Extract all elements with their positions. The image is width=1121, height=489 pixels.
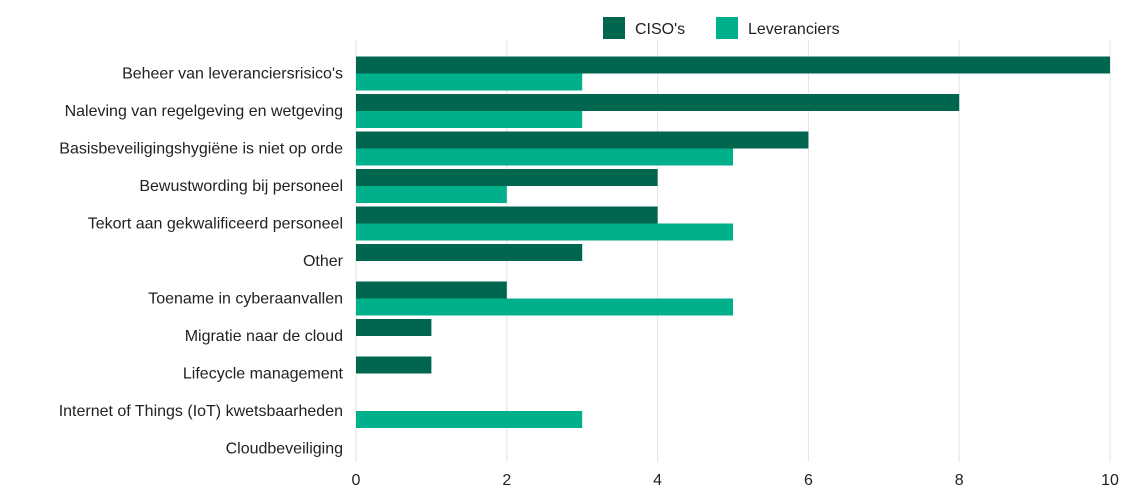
- x-tick-label: 10: [1101, 472, 1119, 489]
- bar-cisos: [356, 94, 960, 111]
- bar-cisos: [356, 131, 809, 149]
- category-label: Cloudbeveiliging: [226, 441, 343, 458]
- bar-leveranciers: [356, 186, 507, 203]
- category-label: Other: [303, 253, 344, 270]
- bar-leveranciers: [356, 148, 733, 166]
- bar-cisos: [356, 244, 583, 261]
- bar-leveranciers: [356, 411, 583, 428]
- bar-leveranciers: [356, 73, 583, 91]
- bar-leveranciers: [356, 298, 733, 316]
- category-label: Naleving van regelgeving en wetgeving: [65, 103, 343, 120]
- category-label: Lifecycle management: [183, 366, 344, 383]
- category-label: Internet of Things (IoT) kwetsbaarheden: [59, 403, 343, 420]
- x-tick-label: 4: [653, 472, 662, 489]
- bar-cisos: [356, 169, 658, 186]
- category-label: Toename in cyberaanvallen: [148, 291, 343, 308]
- bar-leveranciers: [356, 111, 583, 128]
- legend-label-cisos: CISO's: [635, 21, 685, 38]
- x-axis-tick-labels: 0 2 4 6 8 10: [352, 472, 1119, 489]
- legend-swatch-cisos: [603, 17, 625, 39]
- bar-leveranciers: [356, 223, 733, 241]
- category-label: Tekort aan gekwalificeerd personeel: [88, 216, 343, 233]
- legend-swatch-leveranciers: [716, 17, 738, 39]
- legend: CISO's Leveranciers: [603, 17, 840, 39]
- bar-cisos: [356, 319, 432, 336]
- x-tick-label: 2: [502, 472, 511, 489]
- x-tick-label: 8: [955, 472, 964, 489]
- x-tick-label: 6: [804, 472, 813, 489]
- x-tick-label: 0: [352, 472, 361, 489]
- bar-cisos: [356, 356, 432, 374]
- bar-cisos: [356, 56, 1110, 74]
- category-labels: Beheer van leveranciersrisico's Naleving …: [59, 66, 344, 458]
- category-label: Migratie naar de cloud: [185, 328, 343, 345]
- category-label: Beheer van leveranciersrisico's: [122, 66, 343, 83]
- bars: [356, 56, 1110, 428]
- bar-cisos: [356, 206, 658, 224]
- bar-cisos: [356, 281, 507, 299]
- category-label: Bewustwording bij personeel: [139, 178, 343, 195]
- legend-label-leveranciers: Leveranciers: [748, 21, 840, 38]
- category-label: Basisbeveiligingshygiëne is niet op orde: [59, 141, 343, 158]
